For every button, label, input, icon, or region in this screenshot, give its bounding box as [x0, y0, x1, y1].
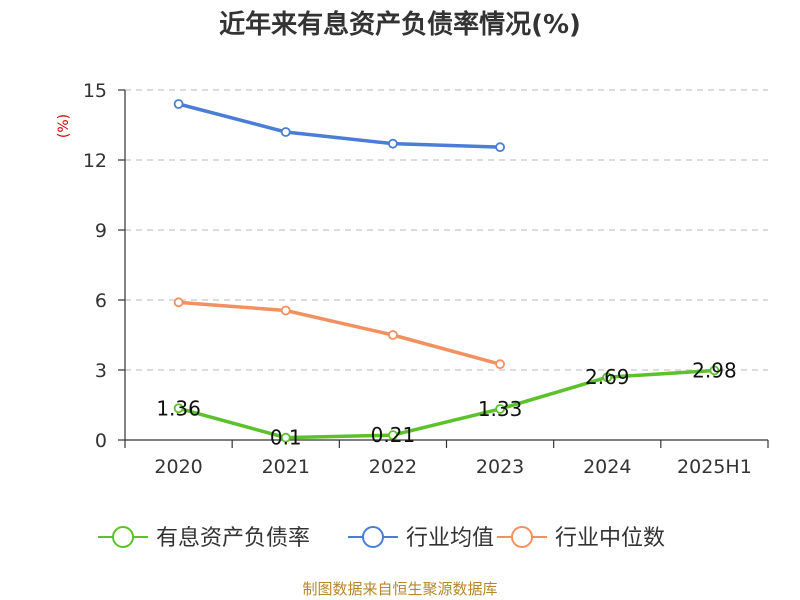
y-tick-label: 12 [83, 150, 107, 172]
data-label: 1.36 [156, 396, 201, 420]
source-note: 制图数据来自恒生聚源数据库 [302, 580, 498, 598]
data-point [495, 359, 505, 370]
chart-title: 近年来有息资产负债率情况(%) [219, 10, 581, 40]
x-tick-label: 2020 [154, 456, 202, 478]
x-tick-label: 2023 [476, 456, 524, 478]
data-label: 2.69 [585, 365, 630, 389]
data-labels: 1.36 0.1 0.21 1.33 2.69 2.98 [156, 358, 736, 449]
legend-label: 行业中位数 [555, 526, 665, 551]
data-label: 2.98 [692, 358, 737, 382]
data-point [709, 365, 720, 376]
y-tick-label: 15 [83, 80, 107, 102]
data-point [495, 142, 505, 153]
x-tick-label: 2022 [369, 456, 417, 478]
data-point [280, 432, 291, 443]
legend-item-1[interactable]: 行业均值 [348, 526, 494, 551]
x-tick-label: 2021 [262, 456, 310, 478]
data-point [173, 99, 184, 109]
legend-label: 有息资产负债率 [156, 526, 310, 551]
legend-marker-icon [362, 526, 384, 548]
series-line-1 [178, 102, 501, 149]
series-line-0 [178, 368, 715, 440]
y-tick-label: 6 [95, 290, 107, 312]
data-label: 0.1 [270, 426, 302, 450]
data-point [602, 372, 613, 383]
y-axis-unit-label: (%) [56, 114, 72, 138]
legend-marker-icon [112, 526, 134, 548]
data-point [388, 138, 398, 149]
data-point [388, 330, 398, 340]
data-point [280, 305, 291, 316]
series-lines [173, 99, 720, 443]
y-tick-label: 0 [95, 430, 107, 452]
legend-marker-icon [511, 526, 533, 548]
series-line-2 [178, 300, 501, 366]
data-point [173, 297, 184, 308]
data-label: 1.33 [478, 397, 523, 421]
data-point [495, 404, 505, 414]
axes: 0 3 6 9 12 15 (%) 2020 2021 2022 2023 2024 2025H1 [56, 80, 769, 478]
x-tick-label: 2025H1 [677, 456, 752, 478]
grid-lines [125, 89, 768, 371]
legend-label: 行业均值 [406, 526, 494, 551]
data-point [280, 127, 291, 137]
legend[interactable]: 有息资产负债率 行业均值 行业中位数 [98, 526, 665, 551]
legend-item-2[interactable]: 行业中位数 [497, 526, 665, 551]
data-label: 0.21 [371, 423, 416, 447]
data-point [173, 403, 184, 414]
data-point [388, 430, 398, 441]
y-tick-label: 9 [95, 220, 107, 242]
legend-item-0[interactable]: 有息资产负债率 [98, 526, 310, 551]
y-tick-label: 3 [95, 360, 107, 382]
x-tick-label: 2024 [583, 456, 631, 478]
